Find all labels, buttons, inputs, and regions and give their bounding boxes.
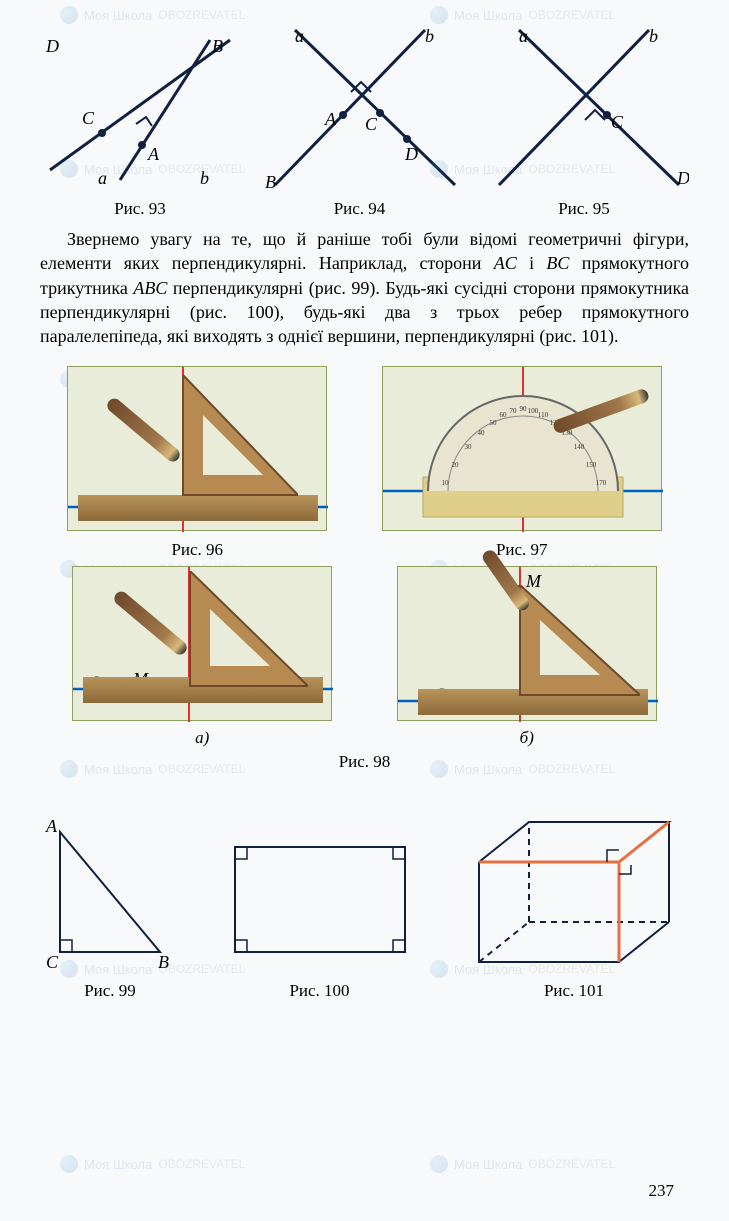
photo-row-2: a M а) a M: [40, 566, 689, 748]
protractor-icon: 102030 405060 7090100 110120130 14015017…: [383, 367, 663, 532]
fig-93-caption: Рис. 93: [40, 199, 240, 219]
fig93-label-C: C: [82, 108, 95, 128]
fig-101: Рис. 101: [459, 802, 689, 1001]
figure-row-top: D B C A a b Рис. 93 a b A C: [40, 20, 689, 219]
fig-101-caption: Рис. 101: [459, 981, 689, 1001]
fig-98-caption: Рис. 98: [40, 752, 689, 772]
svg-text:170: 170: [596, 479, 607, 487]
fig-95-svg: a b C D: [479, 20, 689, 190]
fig-98a-label: а): [72, 728, 332, 748]
fig-100-caption: Рис. 100: [220, 981, 420, 1001]
fig95-label-D: D: [676, 168, 689, 188]
fig-101-svg: [459, 802, 689, 972]
fig93-label-a: a: [98, 168, 107, 188]
fig-93: D B C A a b Рис. 93: [40, 20, 240, 219]
svg-text:150: 150: [586, 461, 597, 469]
fig-95-caption: Рис. 95: [479, 199, 689, 219]
fig-96-caption: Рис. 96: [67, 540, 327, 560]
svg-text:30: 30: [464, 443, 472, 451]
svg-text:50: 50: [489, 419, 497, 427]
fig94-label-D: D: [404, 144, 418, 164]
fig94-label-b: b: [425, 26, 434, 46]
fig94-label-A: A: [324, 109, 337, 129]
svg-text:B: B: [158, 952, 169, 972]
fig93-label-A: A: [147, 144, 160, 164]
fig94-label-a: a: [295, 26, 304, 46]
svg-text:10: 10: [441, 479, 449, 487]
fig-100: Рис. 100: [220, 832, 420, 1001]
fig-98a: a M а): [72, 566, 332, 748]
svg-text:140: 140: [574, 443, 585, 451]
fig95-label-C: C: [611, 112, 624, 132]
fig93-label-D: D: [45, 36, 59, 56]
fig-98b: a M б): [397, 566, 657, 748]
fig-95: a b C D Рис. 95: [479, 20, 689, 219]
fig-97-caption: Рис. 97: [382, 540, 662, 560]
fig-96: Рис. 96: [67, 366, 327, 560]
fig-94-svg: a b A C D B: [255, 20, 465, 190]
fig-100-svg: [220, 832, 420, 972]
figure-row-bottom: A C B Рис. 99 Рис. 100: [40, 802, 689, 1001]
fig-94-caption: Рис. 94: [255, 199, 465, 219]
svg-text:A: A: [45, 816, 58, 836]
photo-row-1: Рис. 96 102030 405060 7090100 110120130 …: [40, 366, 689, 560]
svg-text:70: 70: [509, 407, 517, 415]
fig-94: a b A C D B Рис. 94: [255, 20, 465, 219]
svg-text:20: 20: [451, 461, 459, 469]
fig-99-caption: Рис. 99: [40, 981, 180, 1001]
page-number: 237: [649, 1181, 675, 1201]
svg-text:60: 60: [499, 411, 507, 419]
svg-text:C: C: [46, 952, 59, 972]
fig-99: A C B Рис. 99: [40, 812, 180, 1001]
fig94-label-C: C: [365, 114, 378, 134]
fig-97: 102030 405060 7090100 110120130 14015017…: [382, 366, 662, 560]
paragraph-main: Звернемо увагу на те, що й раніше тобі б…: [40, 227, 689, 348]
fig-98b-label: б): [397, 728, 657, 748]
fig-99-svg: A C B: [40, 812, 180, 972]
svg-text:90: 90: [519, 405, 527, 413]
fig95-label-b: b: [649, 26, 658, 46]
svg-text:40: 40: [477, 429, 485, 437]
fig-93-svg: D B C A a b: [40, 20, 240, 190]
fig95-label-a: a: [519, 26, 528, 46]
fig94-label-B: B: [265, 172, 276, 190]
svg-text:110: 110: [538, 411, 549, 419]
fig93-label-b: b: [200, 168, 209, 188]
fig93-label-B: B: [212, 36, 223, 56]
